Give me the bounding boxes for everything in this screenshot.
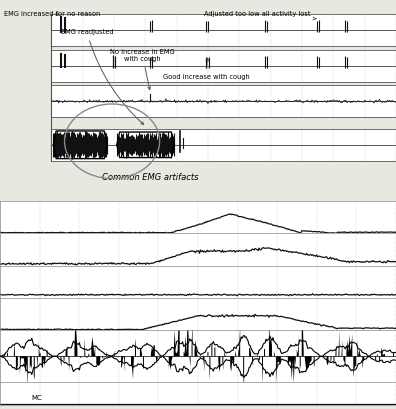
FancyBboxPatch shape bbox=[51, 85, 396, 117]
Text: No increase in EMG
with cough: No increase in EMG with cough bbox=[110, 49, 175, 90]
FancyBboxPatch shape bbox=[51, 14, 396, 46]
Text: EMG increased for no reason: EMG increased for no reason bbox=[4, 11, 100, 17]
Text: EMG readjusted: EMG readjusted bbox=[61, 29, 144, 124]
FancyBboxPatch shape bbox=[51, 50, 396, 82]
FancyBboxPatch shape bbox=[51, 129, 396, 161]
Text: Good increase with cough: Good increase with cough bbox=[162, 58, 249, 80]
Text: MC: MC bbox=[32, 395, 42, 401]
Text: Common EMG artifacts: Common EMG artifacts bbox=[102, 173, 199, 182]
Text: Adjusted too low all activity lost: Adjusted too low all activity lost bbox=[204, 11, 316, 20]
